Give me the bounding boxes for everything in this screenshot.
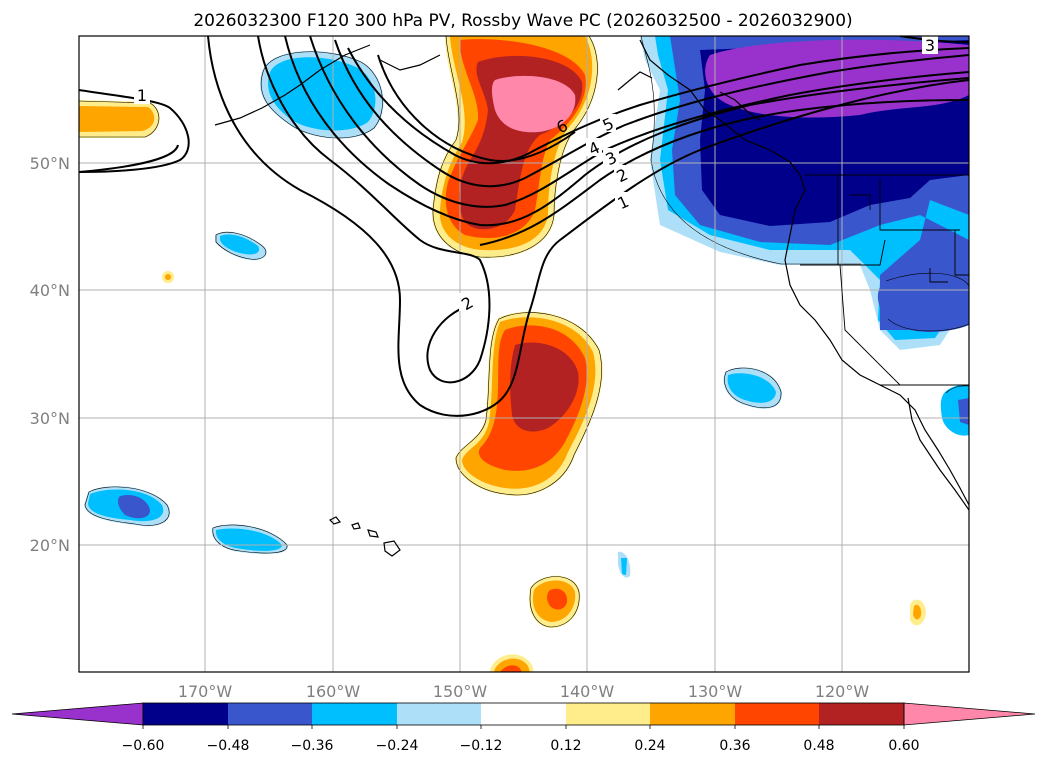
map-frame	[78, 35, 970, 673]
contour-3	[284, 36, 969, 227]
colorbar-tick-label: −0.60	[122, 738, 165, 754]
contour-1-west	[79, 89, 190, 173]
colorbar-ticks	[142, 725, 905, 729]
map-area: 1 1 2 2 3 4 5 6 3	[79, 36, 969, 672]
colorbar: −0.60 −0.48 −0.36 −0.24 −0.12 0.12 0.24 …	[11, 702, 1036, 754]
colorbar-tick-label: −0.12	[460, 738, 503, 754]
colorbar-tick-label: −0.36	[291, 738, 334, 754]
colorbar-segment	[143, 703, 228, 725]
contour-4	[309, 36, 969, 208]
colorbar-tick-label: −0.24	[376, 738, 419, 754]
negative-anomaly-small	[84, 231, 783, 578]
lat-label-20n: 20°N	[30, 536, 70, 555]
lon-label-120w: 120°W	[815, 682, 870, 701]
colorbar-segment	[566, 703, 650, 725]
colorbar-segment	[481, 703, 566, 725]
contour-labels: 1 1 2 2 3 4 5 6 3	[134, 36, 938, 314]
contour-label-3-northeast: 3	[925, 36, 935, 55]
contour-1	[207, 36, 969, 417]
colorbar-tick-label: 0.36	[719, 738, 750, 754]
contour-6-inner	[377, 54, 576, 162]
lon-label-140w: 140°W	[560, 682, 615, 701]
positive-anomaly-north	[431, 36, 599, 259]
figure-title: 2026032300 F120 300 hPa PV, Rossby Wave …	[193, 11, 852, 31]
colorbar-extend-low	[11, 702, 144, 726]
contour-2-low	[257, 36, 491, 384]
colorbar-segment	[312, 703, 397, 725]
positive-anomaly-small	[79, 100, 926, 672]
borders	[800, 174, 969, 386]
positive-anomaly-central	[455, 311, 603, 496]
colorbar-outline	[142, 702, 905, 726]
colorbar-extend-high	[903, 702, 1036, 726]
colorbar-tick-label: 0.60	[888, 738, 919, 754]
lon-label-130w: 130°W	[688, 682, 743, 701]
colorbar-segment	[819, 703, 904, 725]
contour-label-1-west: 1	[137, 86, 147, 105]
colorbar-segment	[735, 703, 819, 725]
colorbar-tick-label: −0.48	[207, 738, 250, 754]
colorbar-tick-label: 0.24	[634, 738, 665, 754]
lat-label-40n: 40°N	[30, 281, 70, 300]
lat-label-50n: 50°N	[30, 154, 70, 173]
lon-label-160w: 160°W	[306, 682, 361, 701]
lon-label-150w: 150°W	[433, 682, 488, 701]
colorbar-segment	[228, 703, 312, 725]
lon-label-170w: 170°W	[178, 682, 233, 701]
graticule	[79, 36, 969, 672]
colorbar-segment	[397, 703, 481, 725]
colorbar-segment	[650, 703, 735, 725]
lat-label-30n: 30°N	[30, 409, 70, 428]
colorbar-tick-label: 0.48	[803, 738, 834, 754]
longitude-labels: 170°W 160°W 150°W 140°W 130°W 120°W	[178, 682, 870, 701]
latitude-labels: 50°N 40°N 30°N 20°N	[30, 154, 70, 555]
contour-2	[479, 99, 969, 246]
anomaly-outlines	[79, 36, 969, 628]
colorbar-tick-label: 0.12	[550, 738, 581, 754]
